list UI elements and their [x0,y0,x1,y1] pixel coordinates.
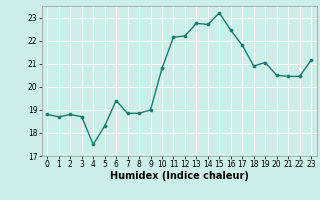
X-axis label: Humidex (Indice chaleur): Humidex (Indice chaleur) [110,171,249,181]
